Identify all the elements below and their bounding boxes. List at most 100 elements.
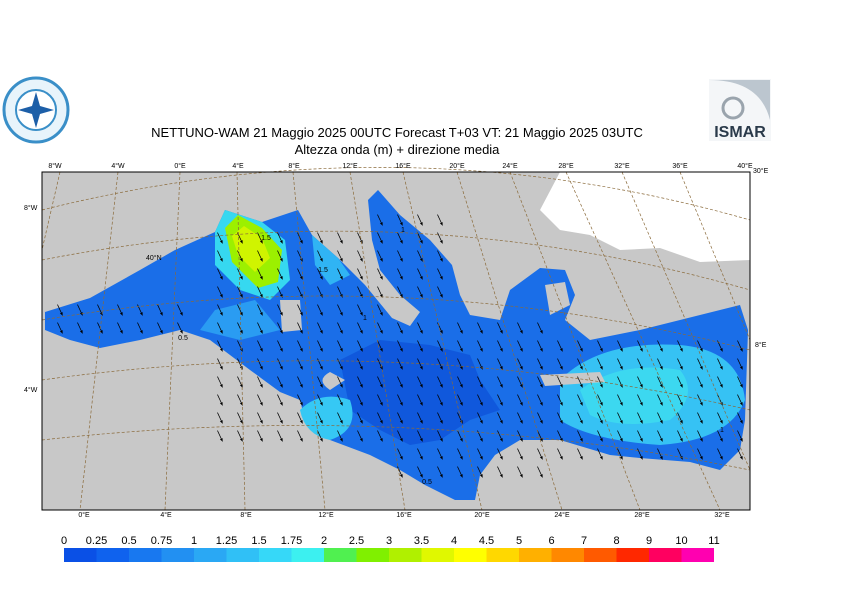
arrow-head <box>399 456 403 460</box>
direction-arrow <box>297 322 303 334</box>
direction-arrow <box>337 376 343 388</box>
arrow-head <box>239 240 243 244</box>
arrow-head <box>659 348 663 352</box>
arrow-head <box>319 240 323 244</box>
arrow-head <box>739 456 743 460</box>
logo-text: ISMAR <box>714 124 766 141</box>
colorbar-swatch <box>324 548 357 562</box>
direction-arrow <box>497 448 503 460</box>
direction-arrow <box>597 340 603 352</box>
arrow-head <box>499 438 503 442</box>
arrow-head <box>439 330 443 334</box>
lon-label-top: 16°E <box>395 162 411 170</box>
arrow-head <box>279 384 283 388</box>
arrow-head <box>499 402 503 406</box>
arrow-head <box>719 384 723 388</box>
direction-arrow <box>317 394 323 406</box>
arrow-head <box>539 420 543 424</box>
arrow-head <box>719 348 723 352</box>
direction-arrow <box>217 250 223 262</box>
arrow-head <box>539 330 543 334</box>
direction-arrow <box>497 430 503 442</box>
direction-arrow <box>457 376 463 388</box>
arrow-head <box>259 348 263 352</box>
direction-arrow <box>457 322 463 334</box>
direction-arrow <box>397 268 403 280</box>
arrow-head <box>659 438 663 442</box>
arrow-head <box>459 456 463 460</box>
direction-arrow <box>317 376 323 388</box>
colorbar-label: 5 <box>516 535 522 547</box>
colorbar-label: 1.5 <box>251 535 266 547</box>
arrow-head <box>419 330 423 334</box>
arrow-head <box>299 348 303 352</box>
direction-arrow <box>397 448 403 460</box>
arrow-head <box>359 348 363 352</box>
arrow-head <box>239 312 243 316</box>
colorbar-label: 0.5 <box>121 535 136 547</box>
arrow-head <box>419 384 423 388</box>
direction-arrow <box>317 250 323 262</box>
arrow-head <box>359 276 363 280</box>
arrow-head <box>479 474 483 478</box>
direction-arrow <box>317 358 323 370</box>
arrow-head <box>359 420 363 424</box>
direction-arrow <box>357 250 363 262</box>
arrow-head <box>519 330 523 334</box>
arrow-head <box>459 366 463 370</box>
direction-arrow <box>697 358 703 370</box>
direction-arrow <box>317 322 323 334</box>
direction-arrow <box>317 412 323 424</box>
direction-arrow <box>597 394 603 406</box>
arrow-head <box>239 276 243 280</box>
arrow-head <box>379 384 383 388</box>
arrow-head <box>359 402 363 406</box>
arrow-head <box>279 348 283 352</box>
lon-label-bottom: 8°E <box>240 511 252 519</box>
arrow-head <box>519 420 523 424</box>
direction-arrow <box>237 394 243 406</box>
direction-arrow <box>417 322 423 334</box>
lon-label-bottom: 28°E <box>634 511 650 519</box>
arrow-head <box>379 222 383 226</box>
direction-arrow <box>437 466 443 478</box>
arrow-head <box>219 276 223 280</box>
lon-label-top: 0°E <box>174 162 186 170</box>
direction-arrow <box>397 376 403 388</box>
colorbar-label: 1 <box>191 535 197 547</box>
direction-arrow <box>337 430 343 442</box>
arrow-head <box>639 420 643 424</box>
direction-arrow <box>257 430 263 442</box>
direction-arrow <box>257 412 263 424</box>
direction-arrow <box>157 322 163 334</box>
arrow-head <box>299 330 303 334</box>
lon-label-bottom: 16°E <box>396 511 412 519</box>
direction-arrow <box>217 358 223 370</box>
direction-arrow <box>57 322 63 334</box>
arrow-head <box>439 474 443 478</box>
direction-arrow <box>457 394 463 406</box>
arrow-head <box>479 420 483 424</box>
arrow-head <box>459 348 463 352</box>
arrow-head <box>599 420 603 424</box>
colorbar-swatch <box>64 548 97 562</box>
direction-arrow <box>537 412 543 424</box>
direction-arrow <box>657 412 663 424</box>
colorbar-swatch <box>389 548 422 562</box>
arrow-head <box>719 420 723 424</box>
arrow-head <box>739 366 743 370</box>
arrow-head <box>299 258 303 262</box>
direction-arrow <box>477 448 483 460</box>
arrow-head <box>619 420 623 424</box>
direction-arrow <box>397 322 403 334</box>
arrow-head <box>479 348 483 352</box>
direction-arrow <box>437 412 443 424</box>
arrow-head <box>359 384 363 388</box>
colorbar-label: 1.75 <box>281 535 302 547</box>
direction-arrow <box>257 268 263 280</box>
arrow-head <box>299 402 303 406</box>
direction-arrow <box>277 412 283 424</box>
direction-arrow <box>397 214 403 226</box>
arrow-head <box>379 276 383 280</box>
arrow-head <box>339 348 343 352</box>
